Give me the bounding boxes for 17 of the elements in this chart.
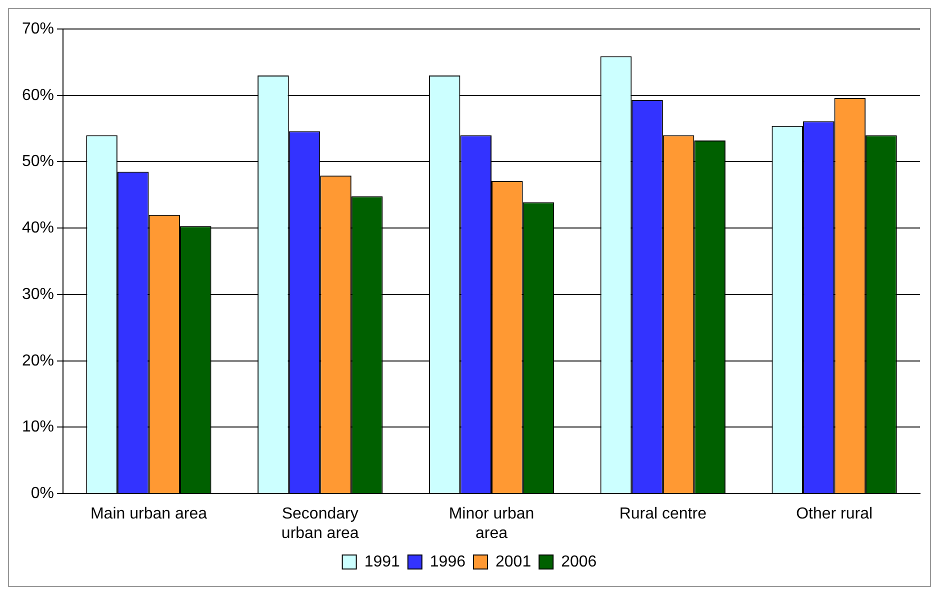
y-tick-label: 50% [22,153,54,170]
y-tick-label: 0% [30,485,54,502]
y-tick-label: 30% [22,286,54,303]
legend-label: 1991 [364,553,400,570]
legend-label: 2001 [496,553,532,570]
legend-label: 1996 [430,553,466,570]
legend-label: 2006 [561,553,597,570]
y-tick-label: 10% [22,418,54,436]
x-tick-label: Main urban area [90,506,208,523]
x-tick-label: Secondary urban area [281,506,359,542]
y-tick-label: 40% [22,220,54,237]
y-tick-label: 70% [22,20,54,38]
y-tick-label: 20% [22,352,54,370]
y-tick-label: 60% [22,86,54,104]
x-tick-label: Other rural [796,506,873,523]
x-tick-label: Minor urban area [448,506,534,542]
x-tick-label: Rural centre [619,506,707,523]
